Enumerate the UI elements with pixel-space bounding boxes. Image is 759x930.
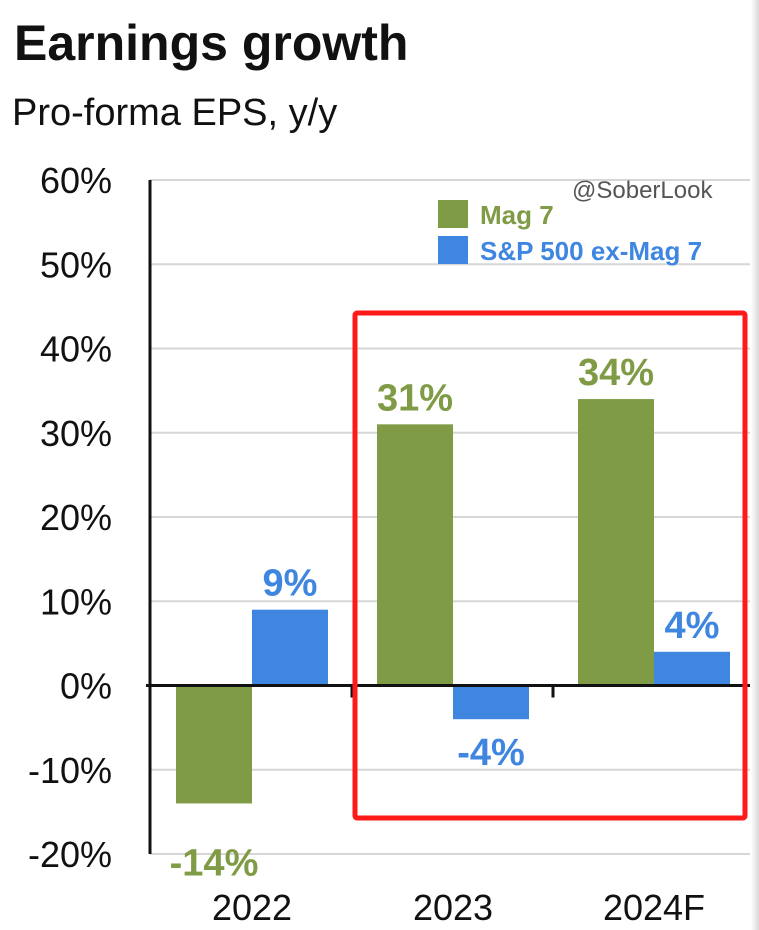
y-tick-label: 30% (40, 413, 112, 454)
x-tick-label: 2024F (603, 887, 705, 928)
y-tick-label: -20% (28, 834, 112, 875)
data-label: 4% (665, 605, 720, 647)
bar-sp500-ex-mag7 (453, 685, 529, 720)
bar-mag7 (377, 424, 453, 686)
data-label: -4% (457, 732, 525, 774)
chart-subtitle: Pro-forma EPS, y/y (12, 92, 338, 134)
x-tick-label: 2022 (212, 887, 292, 928)
legend-label: Mag 7 (480, 200, 554, 230)
data-label: 9% (263, 563, 318, 605)
data-label: 31% (377, 377, 453, 419)
legend-swatch (438, 236, 468, 264)
chart-title: Earnings growth (14, 15, 409, 71)
bar-mag7 (578, 399, 654, 686)
data-label: 34% (578, 352, 654, 394)
x-tick-label: 2023 (413, 887, 493, 928)
y-tick-label: 60% (40, 160, 112, 201)
y-tick-label: 20% (40, 497, 112, 538)
bar-sp500-ex-mag7 (252, 609, 328, 686)
image-edge-shadow (751, 0, 759, 930)
bar-mag7 (176, 685, 252, 804)
highlight-box (352, 310, 748, 821)
y-tick-label: 40% (40, 329, 112, 370)
y-tick-label: -10% (28, 750, 112, 791)
watermark: @SoberLook (572, 177, 713, 204)
y-tick-label: 50% (40, 244, 112, 285)
y-tick-label: 0% (60, 666, 112, 707)
legend-swatch (438, 200, 468, 228)
legend-label: S&P 500 ex-Mag 7 (480, 236, 702, 266)
bar-sp500-ex-mag7 (654, 651, 730, 686)
data-label: -14% (170, 842, 259, 884)
y-tick-label: 10% (40, 581, 112, 622)
